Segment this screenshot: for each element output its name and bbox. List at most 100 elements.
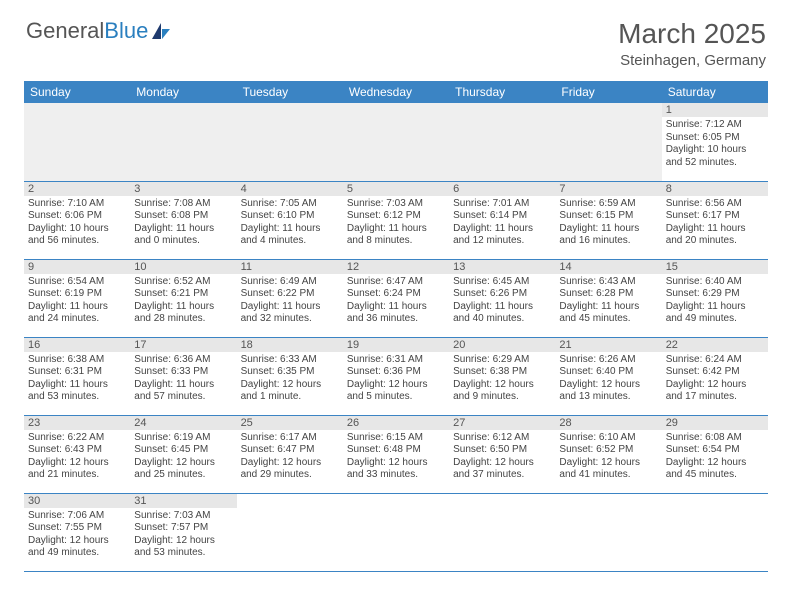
daylight-text: Daylight: 11 hours and 28 minutes. xyxy=(134,301,232,326)
weekday-header: Friday xyxy=(555,81,661,103)
logo-word1: General xyxy=(26,18,104,44)
day-content: Sunrise: 7:10 AMSunset: 6:06 PMDaylight:… xyxy=(24,196,130,252)
daylight-text: Daylight: 12 hours and 29 minutes. xyxy=(241,457,339,482)
calendar-day-cell xyxy=(555,103,661,181)
sunset-text: Sunset: 6:36 PM xyxy=(347,366,445,379)
weekday-header: Sunday xyxy=(24,81,130,103)
sunset-text: Sunset: 6:17 PM xyxy=(666,210,764,223)
day-number: 10 xyxy=(130,260,236,274)
day-number: 5 xyxy=(343,182,449,196)
day-content: Sunrise: 7:01 AMSunset: 6:14 PMDaylight:… xyxy=(449,196,555,252)
sunset-text: Sunset: 6:38 PM xyxy=(453,366,551,379)
calendar-day-cell: 10Sunrise: 6:52 AMSunset: 6:21 PMDayligh… xyxy=(130,259,236,337)
sunrise-text: Sunrise: 6:24 AM xyxy=(666,354,764,367)
day-number: 18 xyxy=(237,338,343,352)
day-content: Sunrise: 7:03 AMSunset: 6:12 PMDaylight:… xyxy=(343,196,449,252)
calendar-day-cell xyxy=(237,493,343,571)
sunrise-text: Sunrise: 7:03 AM xyxy=(134,510,232,523)
day-content: Sunrise: 7:05 AMSunset: 6:10 PMDaylight:… xyxy=(237,196,343,252)
day-number: 14 xyxy=(555,260,661,274)
day-content: Sunrise: 6:40 AMSunset: 6:29 PMDaylight:… xyxy=(662,274,768,330)
calendar-day-cell: 26Sunrise: 6:15 AMSunset: 6:48 PMDayligh… xyxy=(343,415,449,493)
day-number: 24 xyxy=(130,416,236,430)
daylight-text: Daylight: 10 hours and 56 minutes. xyxy=(28,223,126,248)
sunrise-text: Sunrise: 6:59 AM xyxy=(559,198,657,211)
calendar-day-cell: 7Sunrise: 6:59 AMSunset: 6:15 PMDaylight… xyxy=(555,181,661,259)
calendar-day-cell: 15Sunrise: 6:40 AMSunset: 6:29 PMDayligh… xyxy=(662,259,768,337)
day-number: 15 xyxy=(662,260,768,274)
daylight-text: Daylight: 12 hours and 17 minutes. xyxy=(666,379,764,404)
day-number: 23 xyxy=(24,416,130,430)
day-number: 1 xyxy=(662,103,768,117)
daylight-text: Daylight: 11 hours and 24 minutes. xyxy=(28,301,126,326)
calendar-day-cell: 22Sunrise: 6:24 AMSunset: 6:42 PMDayligh… xyxy=(662,337,768,415)
day-content: Sunrise: 6:47 AMSunset: 6:24 PMDaylight:… xyxy=(343,274,449,330)
sunset-text: Sunset: 6:33 PM xyxy=(134,366,232,379)
calendar-week-row: 30Sunrise: 7:06 AMSunset: 7:55 PMDayligh… xyxy=(24,493,768,571)
day-number: 9 xyxy=(24,260,130,274)
sunrise-text: Sunrise: 6:31 AM xyxy=(347,354,445,367)
sunrise-text: Sunrise: 6:15 AM xyxy=(347,432,445,445)
day-content: Sunrise: 6:29 AMSunset: 6:38 PMDaylight:… xyxy=(449,352,555,408)
sunset-text: Sunset: 6:54 PM xyxy=(666,444,764,457)
sunrise-text: Sunrise: 6:19 AM xyxy=(134,432,232,445)
sunset-text: Sunset: 6:42 PM xyxy=(666,366,764,379)
daylight-text: Daylight: 12 hours and 25 minutes. xyxy=(134,457,232,482)
calendar-day-cell: 13Sunrise: 6:45 AMSunset: 6:26 PMDayligh… xyxy=(449,259,555,337)
calendar-day-cell xyxy=(449,103,555,181)
day-content: Sunrise: 6:17 AMSunset: 6:47 PMDaylight:… xyxy=(237,430,343,486)
sunrise-text: Sunrise: 6:17 AM xyxy=(241,432,339,445)
calendar-day-cell: 31Sunrise: 7:03 AMSunset: 7:57 PMDayligh… xyxy=(130,493,236,571)
calendar-day-cell: 2Sunrise: 7:10 AMSunset: 6:06 PMDaylight… xyxy=(24,181,130,259)
logo-word2: Blue xyxy=(104,18,148,44)
sunset-text: Sunset: 6:28 PM xyxy=(559,288,657,301)
day-number: 21 xyxy=(555,338,661,352)
day-number: 4 xyxy=(237,182,343,196)
day-content: Sunrise: 6:24 AMSunset: 6:42 PMDaylight:… xyxy=(662,352,768,408)
calendar-day-cell: 29Sunrise: 6:08 AMSunset: 6:54 PMDayligh… xyxy=(662,415,768,493)
sunset-text: Sunset: 6:47 PM xyxy=(241,444,339,457)
location-title: Steinhagen, Germany xyxy=(618,52,766,69)
sunset-text: Sunset: 6:43 PM xyxy=(28,444,126,457)
month-title: March 2025 xyxy=(618,18,766,50)
sunrise-text: Sunrise: 6:43 AM xyxy=(559,276,657,289)
sunrise-text: Sunrise: 7:08 AM xyxy=(134,198,232,211)
sunrise-text: Sunrise: 6:56 AM xyxy=(666,198,764,211)
sunrise-text: Sunrise: 6:12 AM xyxy=(453,432,551,445)
day-number: 22 xyxy=(662,338,768,352)
sunrise-text: Sunrise: 6:33 AM xyxy=(241,354,339,367)
day-content: Sunrise: 7:03 AMSunset: 7:57 PMDaylight:… xyxy=(130,508,236,564)
daylight-text: Daylight: 11 hours and 12 minutes. xyxy=(453,223,551,248)
sunset-text: Sunset: 6:24 PM xyxy=(347,288,445,301)
calendar-day-cell: 17Sunrise: 6:36 AMSunset: 6:33 PMDayligh… xyxy=(130,337,236,415)
sunset-text: Sunset: 6:35 PM xyxy=(241,366,339,379)
daylight-text: Daylight: 12 hours and 53 minutes. xyxy=(134,535,232,560)
calendar-day-cell xyxy=(449,493,555,571)
day-content: Sunrise: 6:38 AMSunset: 6:31 PMDaylight:… xyxy=(24,352,130,408)
calendar-day-cell: 4Sunrise: 7:05 AMSunset: 6:10 PMDaylight… xyxy=(237,181,343,259)
day-number: 26 xyxy=(343,416,449,430)
sunrise-text: Sunrise: 6:47 AM xyxy=(347,276,445,289)
sunset-text: Sunset: 6:40 PM xyxy=(559,366,657,379)
title-block: March 2025 Steinhagen, Germany xyxy=(618,18,766,69)
calendar-day-cell: 25Sunrise: 6:17 AMSunset: 6:47 PMDayligh… xyxy=(237,415,343,493)
sunrise-text: Sunrise: 7:10 AM xyxy=(28,198,126,211)
calendar-day-cell xyxy=(130,103,236,181)
calendar-week-row: 16Sunrise: 6:38 AMSunset: 6:31 PMDayligh… xyxy=(24,337,768,415)
sunset-text: Sunset: 6:26 PM xyxy=(453,288,551,301)
sunset-text: Sunset: 6:19 PM xyxy=(28,288,126,301)
day-number: 16 xyxy=(24,338,130,352)
sunrise-text: Sunrise: 7:06 AM xyxy=(28,510,126,523)
daylight-text: Daylight: 11 hours and 8 minutes. xyxy=(347,223,445,248)
calendar-day-cell xyxy=(555,493,661,571)
day-content: Sunrise: 6:43 AMSunset: 6:28 PMDaylight:… xyxy=(555,274,661,330)
sunrise-text: Sunrise: 6:40 AM xyxy=(666,276,764,289)
calendar-day-cell: 20Sunrise: 6:29 AMSunset: 6:38 PMDayligh… xyxy=(449,337,555,415)
day-content: Sunrise: 6:26 AMSunset: 6:40 PMDaylight:… xyxy=(555,352,661,408)
daylight-text: Daylight: 12 hours and 49 minutes. xyxy=(28,535,126,560)
sunset-text: Sunset: 7:57 PM xyxy=(134,522,232,535)
day-number: 2 xyxy=(24,182,130,196)
calendar-week-row: 9Sunrise: 6:54 AMSunset: 6:19 PMDaylight… xyxy=(24,259,768,337)
calendar-day-cell: 16Sunrise: 6:38 AMSunset: 6:31 PMDayligh… xyxy=(24,337,130,415)
daylight-text: Daylight: 11 hours and 16 minutes. xyxy=(559,223,657,248)
